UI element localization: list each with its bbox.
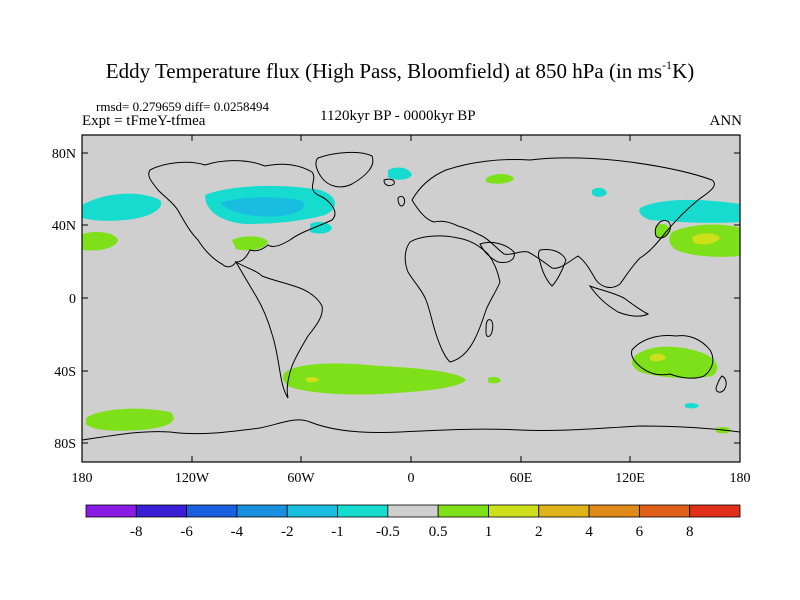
title-text-end: K) [672, 59, 695, 83]
coast-madagascar [485, 319, 494, 337]
colorbar-swatch [85, 504, 137, 518]
lat-tick-label: 0 [69, 292, 76, 307]
colorbar: -8 -6 -4 -2 -1 -0.5 0.5 1 2 4 6 8 [85, 504, 741, 540]
colorbar-swatch [538, 504, 590, 518]
colorbar-swatch [186, 504, 238, 518]
plot-title: Eddy Temperature flux (High Pass, Bloomf… [0, 58, 800, 84]
coastlines [82, 151, 740, 441]
neg-patch-north-america-core [220, 197, 304, 217]
neg-patch-south-atlantic [685, 402, 699, 409]
coast-antarctica [82, 419, 740, 441]
lon-tick-label: 60E [510, 471, 533, 486]
lat-tick-label: 40N [52, 219, 76, 234]
colorbar-swatch [689, 504, 741, 518]
period-label: 1120kyr BP - 0000kyr BP [320, 108, 476, 124]
colorbar-label: 6 [636, 524, 644, 540]
title-text: Eddy Temperature flux (High Pass, Bloomf… [105, 59, 663, 83]
colorbar-label: 4 [585, 524, 593, 540]
anomaly-contours [82, 167, 740, 434]
lat-tick-label: 80S [54, 437, 76, 452]
lon-tick-label: 120E [615, 471, 645, 486]
map-background [82, 135, 740, 462]
coast-australia [631, 335, 714, 379]
neg-patch-siberia [592, 187, 607, 197]
pos-patch-east-pacific [82, 232, 118, 251]
title-superscript: -1 [662, 58, 673, 72]
pos-patch-south-atlantic-core [306, 376, 319, 383]
colorbar-swatch [135, 504, 188, 518]
lon-tick-label: 180 [72, 471, 93, 486]
colorbar-swatch [638, 504, 691, 518]
season-label: ANN [709, 113, 743, 129]
pos-patch-south-pacific [86, 408, 174, 431]
lat-tick-label: 80N [52, 147, 76, 162]
coast-africa [404, 235, 501, 363]
colorbar-swatch [286, 504, 338, 518]
lon-tick-label: 0 [408, 471, 415, 486]
coast-central-south-america [234, 260, 323, 399]
coast-greenland [315, 151, 374, 188]
neg-patch-greenland [388, 167, 412, 180]
colorbar-swatch [588, 504, 640, 518]
pos-patch-europe [486, 173, 514, 184]
colorbar-label: 8 [686, 524, 694, 540]
colorbar-swatch [387, 504, 439, 518]
coast-india [538, 249, 567, 287]
lon-tick-label: 180 [730, 471, 751, 486]
coast-iceland [383, 178, 395, 187]
axis-ticks [81, 135, 741, 462]
coast-uk [397, 195, 405, 207]
colorbar-swatch [488, 504, 540, 518]
colorbar-label: 0.5 [429, 524, 448, 540]
colorbar-label: 1 [485, 524, 493, 540]
lon-tick-label: 120W [175, 471, 210, 486]
neg-patch-north-pacific [82, 193, 162, 221]
coast-new-zealand [715, 375, 727, 393]
lon-tick-label: 60W [287, 471, 315, 486]
colorbar-label: -6 [180, 524, 193, 540]
colorbar-swatch [337, 504, 389, 518]
pos-patch-gulf [232, 236, 268, 251]
coast-southeast-asia [588, 284, 650, 317]
pos-patch-central-pacific-core [692, 233, 720, 245]
colorbar-label: -8 [130, 524, 143, 540]
coast-japan [654, 219, 671, 239]
colorbar-swatch [437, 504, 489, 518]
pos-patch-argentina [488, 377, 501, 384]
coast-eurasia [411, 157, 715, 288]
colorbar-label: -2 [281, 524, 294, 540]
colorbar-label: -4 [231, 524, 244, 540]
stats-label: rmsd= 0.279659 diff= 0.0258494 [96, 99, 269, 114]
pos-patch-south-atlantic [283, 363, 466, 395]
pos-patch-australia-core [650, 353, 666, 362]
colorbar-label: -1 [331, 524, 344, 540]
lat-tick-label: 40S [54, 365, 76, 380]
colorbar-label: 2 [535, 524, 543, 540]
neg-patch-nw-pacific [639, 199, 740, 223]
colorbar-swatch [236, 504, 288, 518]
coast-north-america [148, 160, 336, 268]
coast-arabia [479, 241, 515, 263]
neg-patch-atlantic [310, 221, 332, 234]
colorbar-label: -0.5 [376, 524, 400, 540]
experiment-label: Expt = tFmeY-tfmea [82, 113, 206, 129]
